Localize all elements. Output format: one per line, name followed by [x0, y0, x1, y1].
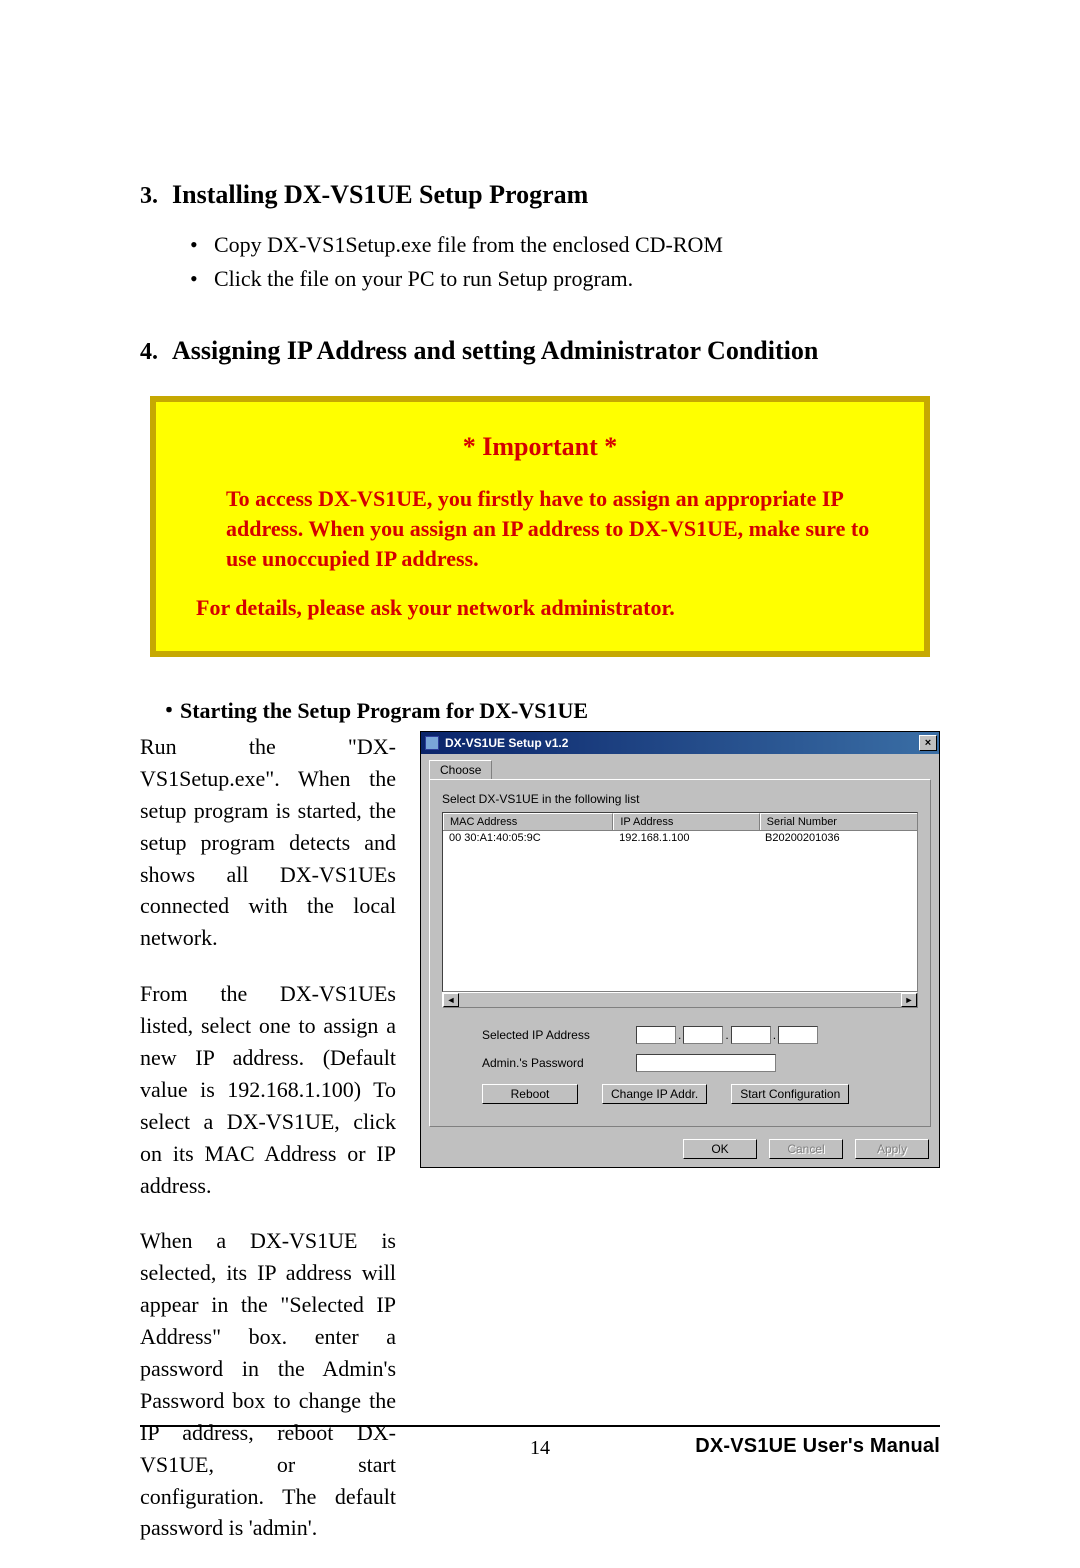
important-paragraph-2: For details, please ask your network adm… — [196, 593, 884, 623]
column-serial-number[interactable]: Serial Number — [760, 813, 917, 830]
subsection-starting-setup: ・Starting the Setup Program for DX-VS1UE — [158, 693, 940, 725]
tab-choose[interactable]: Choose — [429, 760, 492, 779]
password-input[interactable] — [636, 1054, 776, 1072]
listview-row[interactable]: 00 30:A1:40:05:9C 192.168.1.100 B2020020… — [443, 831, 917, 845]
selected-ip-row: Selected IP Address . . . — [482, 1026, 918, 1044]
tab-panel: Select DX-VS1UE in the following list MA… — [429, 779, 931, 1127]
column-ip-address[interactable]: IP Address — [613, 813, 759, 830]
page-number: 14 — [140, 1437, 940, 1460]
body-paragraph: Run the "DX-VS1Setup.exe". When the setu… — [140, 731, 396, 954]
column-mac-address[interactable]: MAC Address — [443, 813, 613, 830]
setup-window: DX-VS1UE Setup v1.2 × Choose Select DX-V… — [420, 731, 940, 1168]
start-configuration-button[interactable]: Start Configuration — [731, 1084, 849, 1104]
cell-sn: B20200201036 — [759, 831, 917, 845]
bullet-item: Copy DX-VS1Setup.exe file from the enclo… — [190, 228, 940, 262]
close-icon: × — [925, 737, 931, 749]
section-3-title: Installing DX-VS1UE Setup Program — [172, 180, 588, 210]
change-ip-button[interactable]: Change IP Addr. — [602, 1084, 707, 1104]
window-title: DX-VS1UE Setup v1.2 — [445, 736, 568, 750]
body-paragraph: When a DX-VS1UE is selected, its IP addr… — [140, 1225, 396, 1544]
listview-header: MAC Address IP Address Serial Number — [443, 813, 917, 831]
page-footer: 14 DX-VS1UE User's Manual — [140, 1425, 940, 1458]
scroll-right-button[interactable]: ► — [901, 993, 917, 1007]
app-icon — [425, 736, 439, 750]
close-button[interactable]: × — [919, 735, 937, 751]
ip-octet-3[interactable] — [731, 1026, 771, 1044]
bullet-item: Click the file on your PC to run Setup p… — [190, 262, 940, 296]
cancel-button: Cancel — [769, 1139, 843, 1159]
cell-mac: 00 30:A1:40:05:9C — [443, 831, 613, 845]
scroll-left-button[interactable]: ◄ — [443, 993, 459, 1007]
password-row: Admin.'s Password — [482, 1054, 918, 1072]
form-area: Selected IP Address . . . Admin.'s Passw… — [482, 1026, 918, 1104]
body-paragraph: From the DX-VS1UEs listed, select one to… — [140, 978, 396, 1201]
device-listview[interactable]: MAC Address IP Address Serial Number 00 … — [442, 812, 918, 992]
important-title: * Important * — [196, 432, 884, 462]
ip-octet-1[interactable] — [636, 1026, 676, 1044]
important-callout: * Important * To access DX-VS1UE, you fi… — [150, 396, 930, 657]
section-4-title: Assigning IP Address and setting Adminis… — [172, 336, 818, 366]
important-paragraph-1: To access DX-VS1UE, you firstly have to … — [226, 484, 884, 573]
action-button-row: Reboot Change IP Addr. Start Configurati… — [482, 1084, 918, 1104]
ip-input-group: . . . — [636, 1026, 818, 1044]
page: 3. Installing DX-VS1UE Setup Program Cop… — [0, 0, 1080, 1528]
horizontal-scrollbar[interactable]: ◄ ► — [442, 992, 918, 1008]
section-4-heading: 4. Assigning IP Address and setting Admi… — [140, 336, 940, 366]
list-label: Select DX-VS1UE in the following list — [442, 792, 918, 806]
dialog-button-row: OK Cancel Apply — [421, 1133, 939, 1167]
cell-ip: 192.168.1.100 — [613, 831, 759, 845]
apply-button: Apply — [855, 1139, 929, 1159]
window-titlebar[interactable]: DX-VS1UE Setup v1.2 × — [421, 732, 939, 754]
section-4-number: 4. — [140, 339, 158, 366]
selected-ip-label: Selected IP Address — [482, 1028, 622, 1042]
ip-octet-4[interactable] — [778, 1026, 818, 1044]
ip-octet-2[interactable] — [683, 1026, 723, 1044]
screenshot-column: DX-VS1UE Setup v1.2 × Choose Select DX-V… — [420, 731, 940, 1168]
section-3-heading: 3. Installing DX-VS1UE Setup Program — [140, 180, 940, 210]
reboot-button[interactable]: Reboot — [482, 1084, 578, 1104]
ok-button[interactable]: OK — [683, 1139, 757, 1159]
section-3-bullets: Copy DX-VS1Setup.exe file from the enclo… — [190, 228, 940, 296]
tab-bar: Choose — [421, 754, 939, 779]
password-label: Admin.'s Password — [482, 1056, 622, 1070]
section-3-number: 3. — [140, 183, 158, 210]
